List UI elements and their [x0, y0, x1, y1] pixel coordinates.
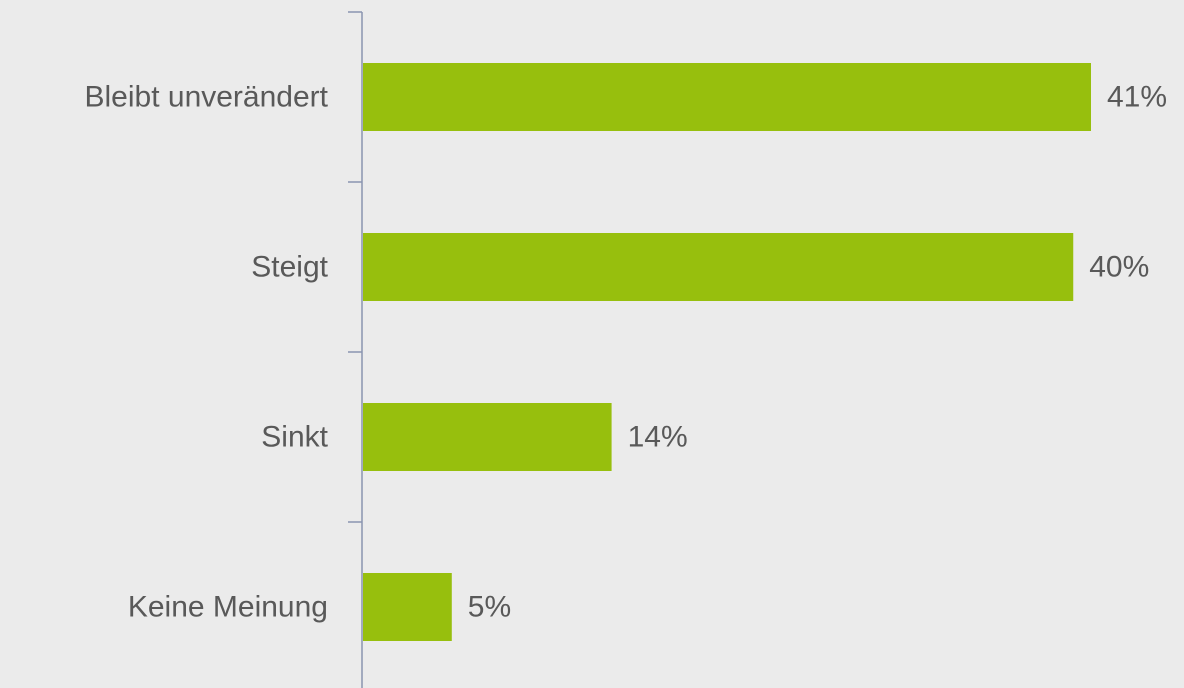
bar: [363, 403, 612, 471]
bars-layer: [363, 63, 1091, 641]
category-label: Bleibt unverändert: [85, 81, 329, 114]
bar: [363, 63, 1091, 131]
category-label: Sinkt: [261, 421, 328, 454]
bar: [363, 233, 1074, 301]
value-label: 14%: [628, 421, 688, 454]
value-label: 41%: [1107, 81, 1167, 114]
category-axis: [348, 11, 363, 688]
labels-layer: Bleibt unverändert 41% Steigt 40% Sinkt 14% Ke…: [85, 81, 1168, 624]
category-label: Steigt: [251, 251, 328, 284]
value-label: 5%: [468, 591, 511, 624]
category-label: Keine Meinung: [128, 591, 328, 624]
bar: [363, 573, 452, 641]
value-label: 40%: [1089, 251, 1149, 284]
